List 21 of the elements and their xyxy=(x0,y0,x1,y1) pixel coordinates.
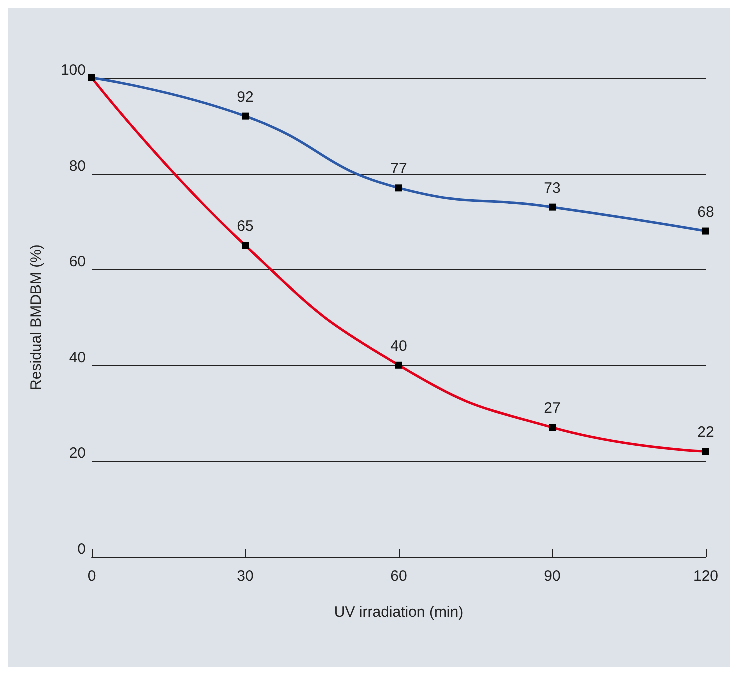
y-tick-label: 20 xyxy=(69,445,86,462)
x-axis-title: UV irradiation (min) xyxy=(334,604,464,621)
data-label: 73 xyxy=(544,180,561,197)
data-label: 65 xyxy=(237,218,254,236)
y-tick-label: 100 xyxy=(60,62,86,79)
data-label: 22 xyxy=(698,424,714,442)
x-tick-label: 60 xyxy=(390,568,408,585)
y-tick-label: 0 xyxy=(78,541,86,558)
y-tick-label: 60 xyxy=(69,254,86,271)
data-label: 27 xyxy=(544,400,561,418)
x-tick-label: 90 xyxy=(544,568,561,585)
x-tick-label: 120 xyxy=(693,568,719,585)
x-tick-label: 30 xyxy=(237,568,254,585)
y-axis-title: Residual BMDBM (%) xyxy=(28,244,45,390)
y-tick-label: 40 xyxy=(69,349,86,366)
data-label: 77 xyxy=(390,160,408,178)
y-tick-label: 80 xyxy=(69,158,86,175)
data-label: 40 xyxy=(390,338,408,355)
x-tick-label: 0 xyxy=(88,568,96,585)
data-label: 92 xyxy=(237,88,254,106)
data-label: 68 xyxy=(698,204,714,221)
